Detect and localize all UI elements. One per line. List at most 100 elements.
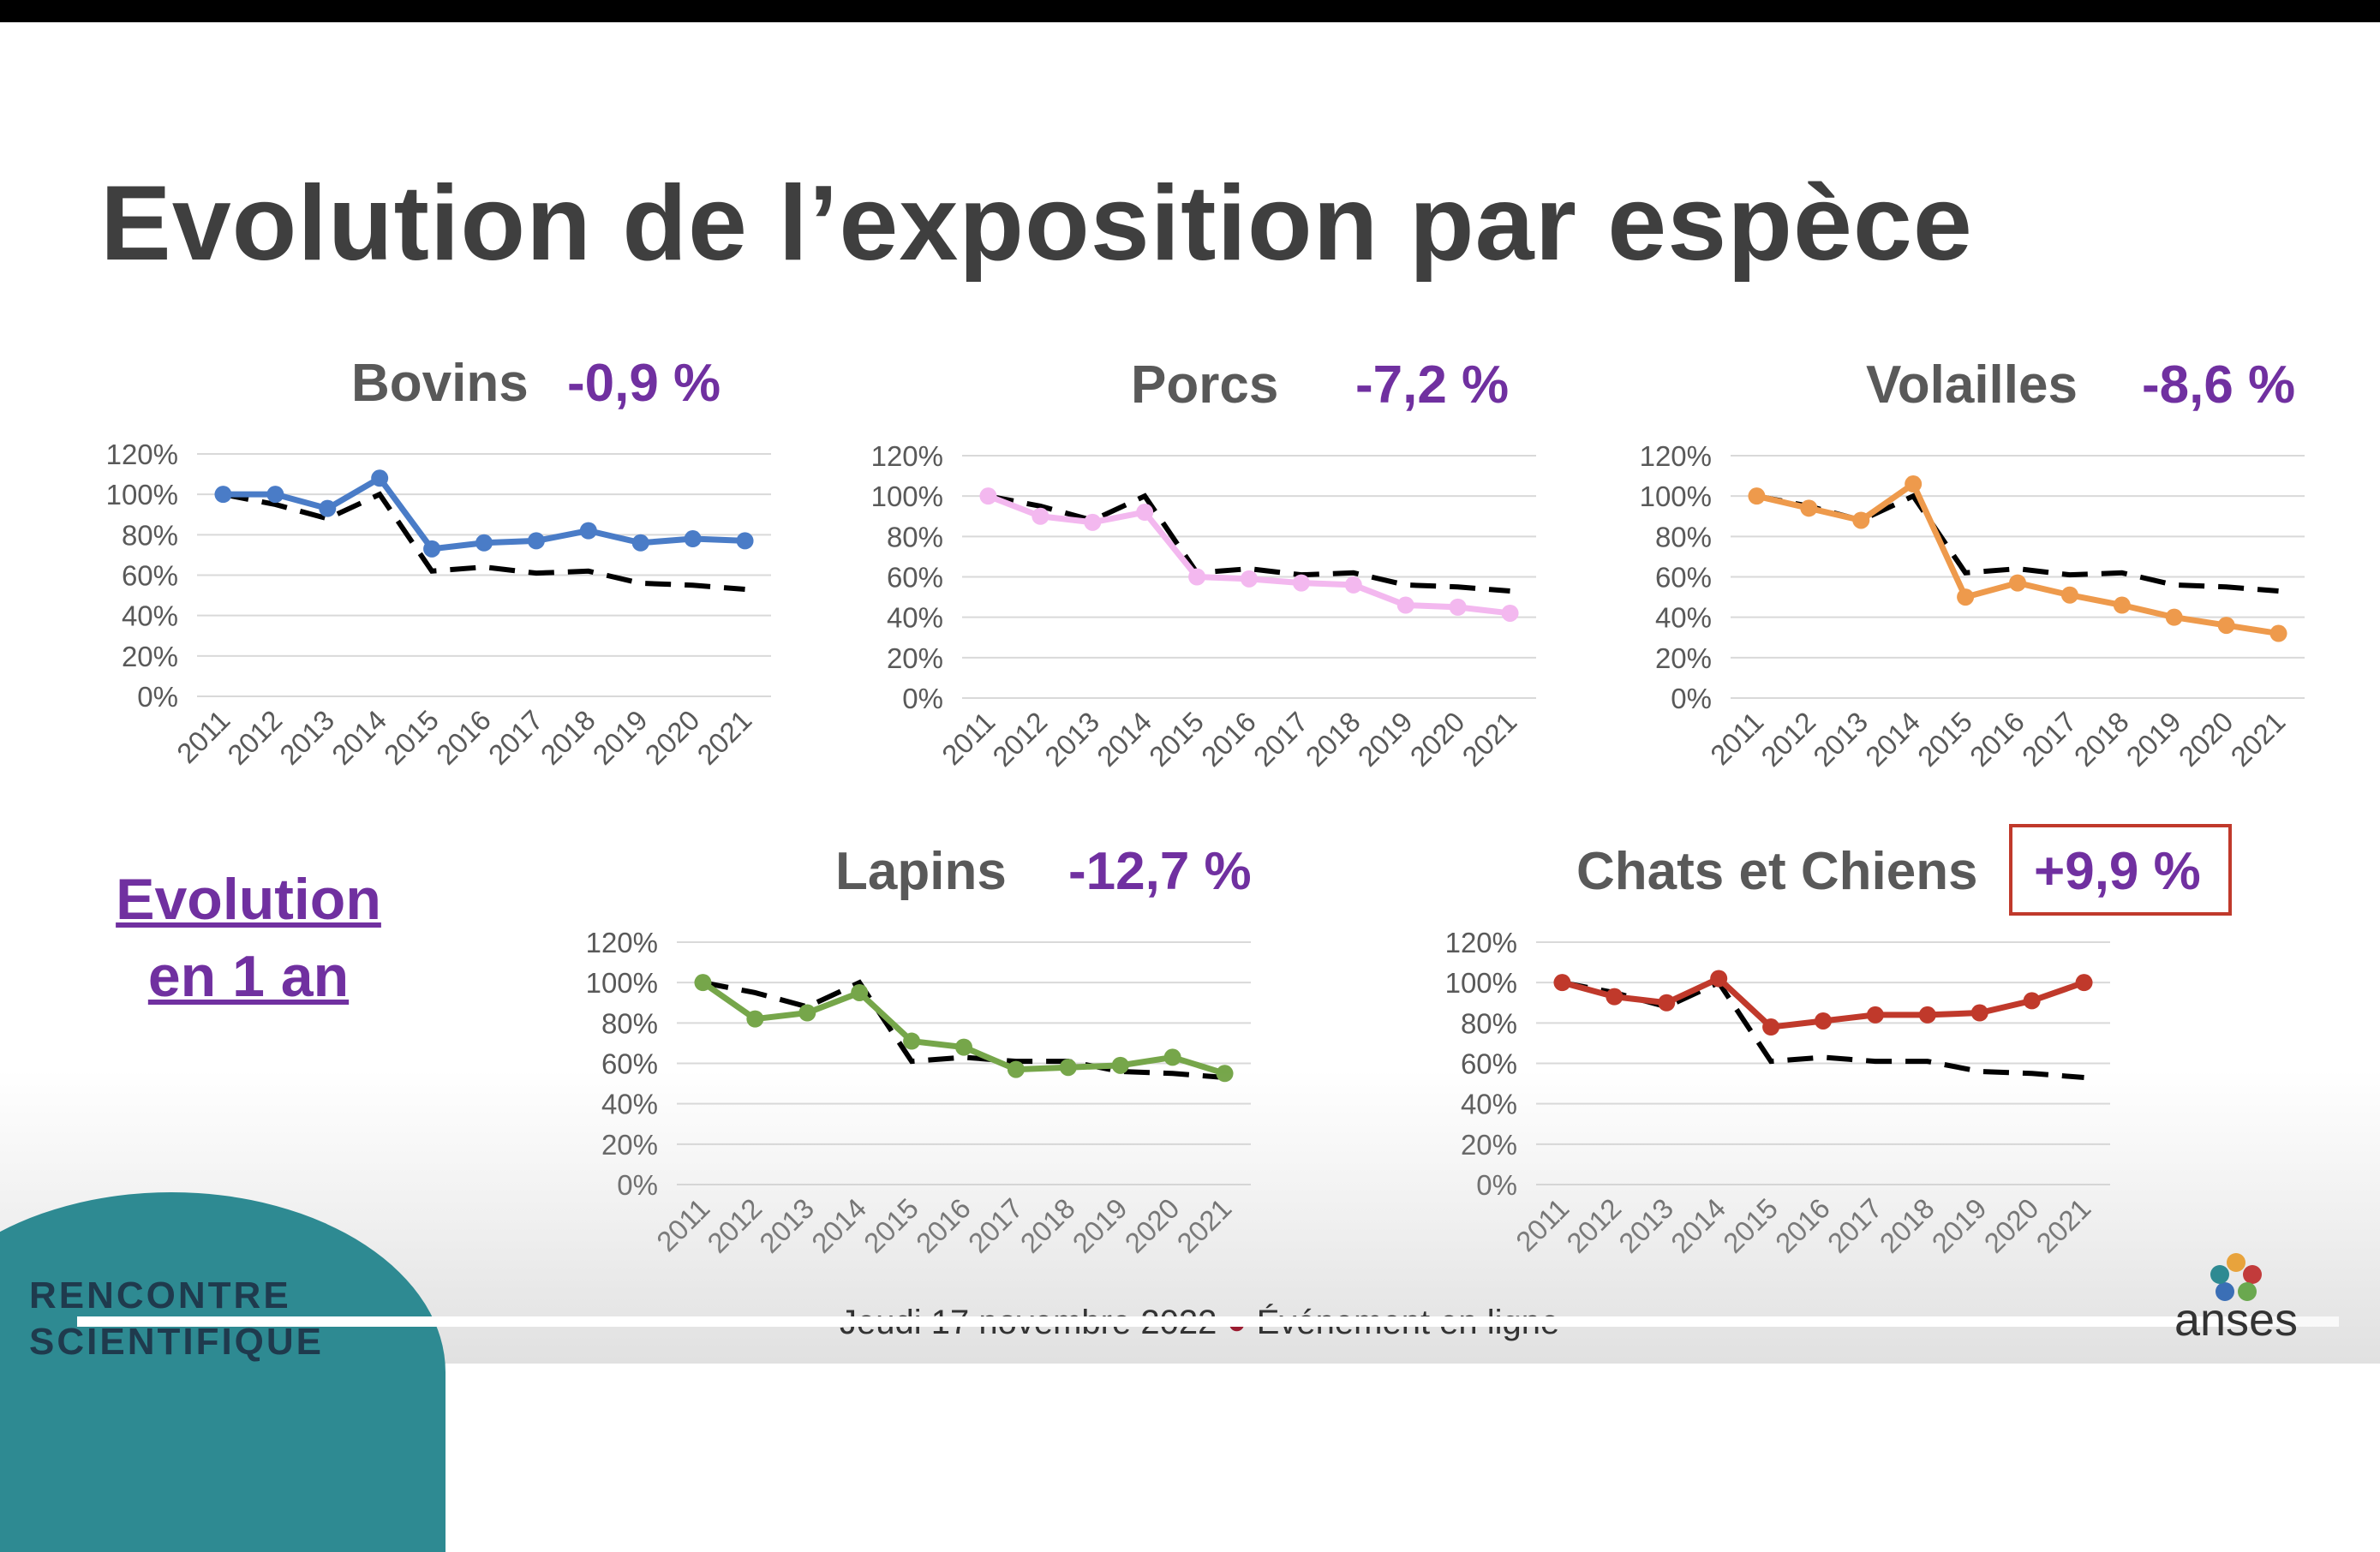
data-point — [1606, 988, 1624, 1006]
x-tick-label: 2017 — [1247, 706, 1314, 773]
data-point — [1032, 507, 1049, 525]
data-point — [631, 534, 649, 552]
data-point — [1905, 475, 1923, 493]
data-point — [1344, 576, 1362, 594]
data-point — [371, 469, 389, 487]
data-point — [2023, 992, 2041, 1010]
x-tick-label: 2020 — [2173, 706, 2239, 773]
data-point — [1241, 570, 1258, 588]
data-point — [1970, 1004, 1988, 1022]
x-tick-label: 2021 — [1456, 706, 1522, 773]
change-label-chats-chiens: +9,9 % — [2034, 842, 2201, 901]
y-tick-label: 100% — [586, 967, 658, 999]
y-tick-label: 120% — [871, 440, 943, 472]
data-point — [1658, 994, 1676, 1012]
x-tick-label: 2011 — [650, 1192, 715, 1257]
data-point — [2165, 608, 2183, 626]
x-tick-label: 2015 — [1717, 1192, 1784, 1259]
data-point — [694, 974, 712, 992]
video-progress-bar[interactable] — [77, 1316, 2339, 1327]
y-tick-label: 60% — [122, 560, 178, 592]
data-point — [684, 530, 702, 548]
x-tick-label: 2011 — [1510, 1192, 1575, 1257]
x-tick-label: 2013 — [273, 704, 340, 771]
x-tick-label: 2020 — [639, 704, 706, 771]
y-tick-label: 80% — [601, 1007, 658, 1039]
data-point — [798, 1004, 816, 1022]
chart-title-lapins: Lapins — [835, 842, 1007, 901]
y-tick-label: 80% — [122, 519, 178, 551]
data-point — [736, 532, 754, 550]
y-tick-label: 100% — [106, 479, 178, 510]
x-tick-label: 2016 — [1769, 1192, 1836, 1259]
x-tick-label: 2017 — [482, 704, 549, 771]
video-progress-fill — [77, 1316, 2271, 1327]
data-point — [2075, 974, 2093, 992]
chart-volailles: 0%20%40%60%80%100%120%201120122013201420… — [1640, 440, 2305, 773]
y-tick-label: 40% — [1655, 602, 1712, 634]
data-point — [2009, 574, 2026, 592]
slide-title: Evolution de l’exposition par espèce — [100, 164, 1973, 283]
y-tick-label: 60% — [601, 1048, 658, 1080]
data-point — [1396, 596, 1414, 614]
data-point — [2217, 617, 2235, 635]
x-tick-label: 2020 — [1978, 1192, 2045, 1259]
y-tick-label: 60% — [1655, 562, 1712, 594]
data-point — [423, 540, 441, 558]
data-point — [2113, 596, 2131, 614]
y-tick-label: 20% — [1461, 1129, 1517, 1161]
y-tick-label: 80% — [887, 521, 943, 552]
y-tick-label: 40% — [1461, 1089, 1517, 1120]
data-point — [527, 532, 545, 550]
data-point — [214, 486, 232, 504]
x-tick-label: 2013 — [1612, 1192, 1679, 1259]
data-point — [1852, 511, 1870, 529]
chart-title-chats-chiens: Chats et Chiens — [1576, 842, 1978, 901]
x-tick-label: 2012 — [986, 706, 1053, 773]
y-tick-label: 20% — [601, 1129, 658, 1161]
x-tick-label: 2019 — [1067, 1192, 1133, 1259]
change-label-volailles: -8,6 % — [2142, 355, 2296, 415]
x-tick-label: 2017 — [2016, 706, 2083, 773]
y-tick-label: 0% — [1476, 1169, 1517, 1201]
data-point — [475, 534, 493, 552]
data-point — [955, 1038, 972, 1056]
series-line — [701, 980, 1226, 1077]
x-tick-label: 2012 — [701, 1192, 768, 1259]
x-tick-label: 2019 — [1352, 706, 1419, 773]
x-tick-label: 2021 — [691, 704, 757, 771]
x-tick-label: 2015 — [378, 704, 445, 771]
chart-porcs: 0%20%40%60%80%100%120%201120122013201420… — [871, 440, 1536, 773]
y-tick-label: 120% — [1640, 440, 1712, 472]
data-point — [1800, 499, 1818, 517]
x-tick-label: 2016 — [910, 1192, 977, 1259]
data-point — [1084, 513, 1102, 531]
data-point — [1449, 598, 1467, 616]
x-tick-label: 2013 — [753, 1192, 820, 1259]
data-point — [1957, 588, 1975, 606]
chart-title-bovins: Bovins — [351, 354, 529, 413]
change-label-lapins: -12,7 % — [1068, 842, 1252, 901]
anses-logo-icon — [2210, 1253, 2262, 1301]
y-tick-label: 120% — [106, 439, 178, 470]
y-tick-label: 100% — [1640, 481, 1712, 512]
data-point — [851, 983, 869, 1001]
x-tick-label: 2014 — [326, 704, 392, 771]
x-tick-label: 2016 — [1964, 706, 2030, 773]
data-point — [1762, 1018, 1780, 1036]
x-tick-label: 2020 — [1119, 1192, 1186, 1259]
x-tick-label: 2016 — [1195, 706, 1262, 773]
x-tick-label: 2017 — [1821, 1192, 1888, 1259]
chart-lapins: 0%20%40%60%80%100%120%201120122013201420… — [586, 927, 1251, 1259]
data-point — [1216, 1065, 1234, 1083]
x-tick-label: 2021 — [1170, 1192, 1237, 1259]
x-tick-label: 2021 — [2224, 706, 2291, 773]
x-tick-label: 2015 — [1911, 706, 1978, 773]
y-tick-label: 80% — [1461, 1007, 1517, 1039]
x-tick-label: 2019 — [2120, 706, 2187, 773]
reference-dashed-line — [222, 491, 745, 592]
y-tick-label: 40% — [887, 602, 943, 634]
x-tick-label: 2013 — [1807, 706, 1874, 773]
reference-dashed-line — [987, 492, 1510, 594]
evolution-one-year-link[interactable]: Evolution en 1 an — [69, 861, 428, 1015]
